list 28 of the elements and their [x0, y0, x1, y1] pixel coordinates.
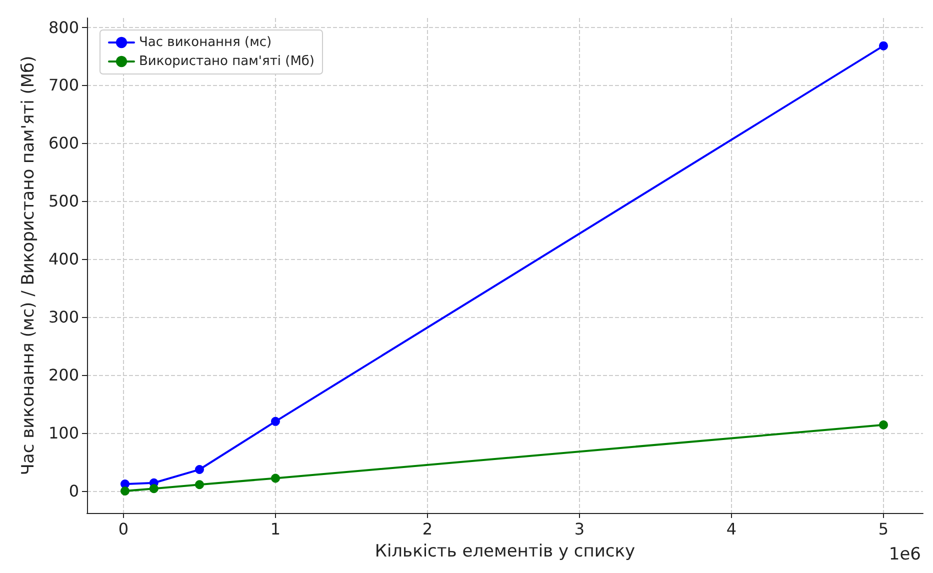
x-tick-label: 5 — [878, 520, 889, 538]
y-tick-label: 300 — [48, 308, 79, 327]
y-axis-title: Час виконання (мс) / Використано пам'яті (Мб) — [18, 56, 38, 476]
y-tick-label: 0 — [68, 481, 79, 500]
y-tick-label: 400 — [48, 250, 79, 269]
y-tick-label: 800 — [48, 18, 79, 37]
y-tick-label: 100 — [48, 424, 79, 443]
x-tick-label: 3 — [574, 520, 585, 538]
y-tick-label: 500 — [48, 192, 79, 211]
x-tick-label: 0 — [118, 520, 129, 538]
point — [194, 465, 204, 474]
point — [878, 41, 888, 50]
x-axis-title: Кількість елементів у списку — [374, 542, 636, 562]
x-tick-label: 1 — [270, 520, 281, 538]
point — [878, 420, 888, 430]
legend-label: Час виконання (мс) — [139, 35, 272, 50]
point — [149, 484, 158, 494]
y-tick-label: 600 — [48, 134, 79, 153]
point — [194, 480, 204, 490]
x-tick-label: 4 — [726, 520, 737, 538]
x-tick-label: 2 — [422, 520, 433, 538]
text: 1e6 — [888, 544, 922, 564]
point — [120, 486, 130, 496]
point — [270, 474, 280, 483]
y-tick-label: 700 — [48, 76, 79, 95]
point — [270, 416, 280, 426]
legend-label: Використано пам'яті (Мб) — [139, 54, 315, 69]
y-tick-label: 200 — [48, 366, 79, 385]
